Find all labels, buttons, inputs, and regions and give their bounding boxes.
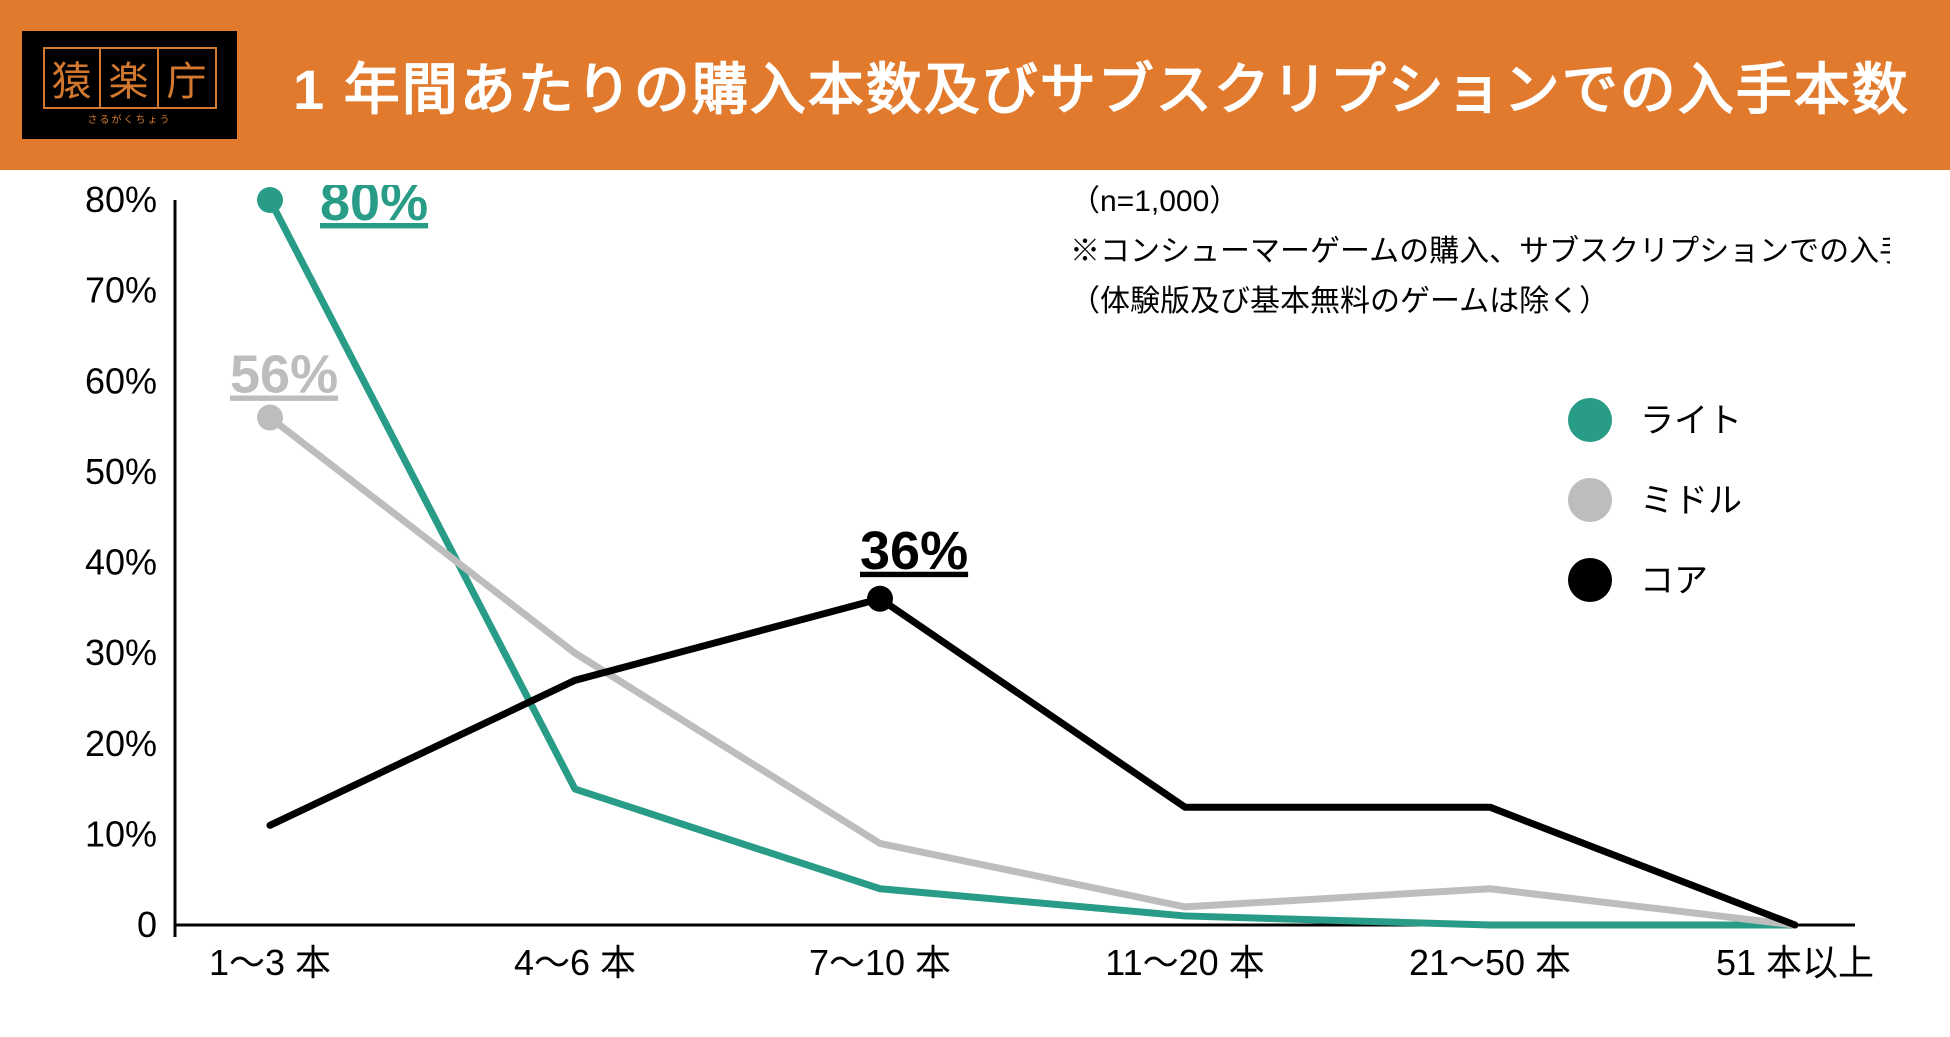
callout-label: 80% <box>320 185 428 232</box>
page-title: 1 年間あたりの購入本数及びサブスクリプションでの入手本数 <box>293 45 1910 126</box>
series-line <box>270 418 1795 926</box>
y-tick-label: 60% <box>85 360 157 401</box>
header-bar: 猿 楽 庁 さるがくちょう 1 年間あたりの購入本数及びサブスクリプションでの入… <box>0 0 1950 170</box>
y-tick-label: 80% <box>85 185 157 220</box>
x-tick-label: 51 本以上 <box>1716 942 1874 983</box>
y-tick-label: 40% <box>85 542 157 583</box>
x-tick-label: 1～3 本 <box>209 942 331 983</box>
x-tick-label: 4～6 本 <box>514 942 636 983</box>
page: 猿 楽 庁 さるがくちょう 1 年間あたりの購入本数及びサブスクリプションでの入… <box>0 0 1950 1037</box>
legend-label: ミドル <box>1640 482 1742 520</box>
logo-char-2: 楽 <box>101 47 159 109</box>
logo: 猿 楽 庁 さるがくちょう <box>22 31 237 139</box>
y-tick-label: 50% <box>85 451 157 492</box>
chart-area: 0 10% 20% 30% 40% 50% 60% 70% 80% 1～3 本 4～6 本 7～10 … <box>60 185 1890 1015</box>
chart-note: （体験版及び基本無料のゲームは除く） <box>1070 285 1609 318</box>
callout-label: 36% <box>860 521 968 581</box>
highlight-marker <box>257 187 283 213</box>
highlight-marker <box>257 405 283 431</box>
logo-row: 猿 楽 庁 <box>43 47 217 109</box>
legend-marker <box>1568 398 1612 442</box>
x-tick-label: 11～20 本 <box>1105 942 1264 983</box>
legend-label: ライト <box>1640 402 1742 440</box>
chart-note: ※コンシューマーゲームの購入、サブスクリプションでの入手 <box>1070 235 1890 268</box>
x-tick-label: 21～50 本 <box>1409 942 1571 983</box>
logo-char-3: 庁 <box>159 47 217 109</box>
callout-label: 56% <box>230 345 338 405</box>
y-tick-label: 30% <box>85 632 157 673</box>
y-tick-label: 0 <box>137 904 157 945</box>
legend-marker <box>1568 478 1612 522</box>
line-chart: 0 10% 20% 30% 40% 50% 60% 70% 80% 1～3 本 4～6 本 7～10 … <box>60 185 1890 1015</box>
logo-subtitle: さるがくちょう <box>88 111 172 126</box>
legend-label: コア <box>1640 562 1708 600</box>
x-tick-label: 7～10 本 <box>809 942 951 983</box>
y-tick-label: 10% <box>85 813 157 854</box>
chart-note: （n=1,000） <box>1070 185 1239 218</box>
y-tick-label: 20% <box>85 723 157 764</box>
logo-char-1: 猿 <box>43 47 101 109</box>
legend-marker <box>1568 558 1612 602</box>
y-tick-label: 70% <box>85 270 157 311</box>
highlight-marker <box>867 586 893 612</box>
